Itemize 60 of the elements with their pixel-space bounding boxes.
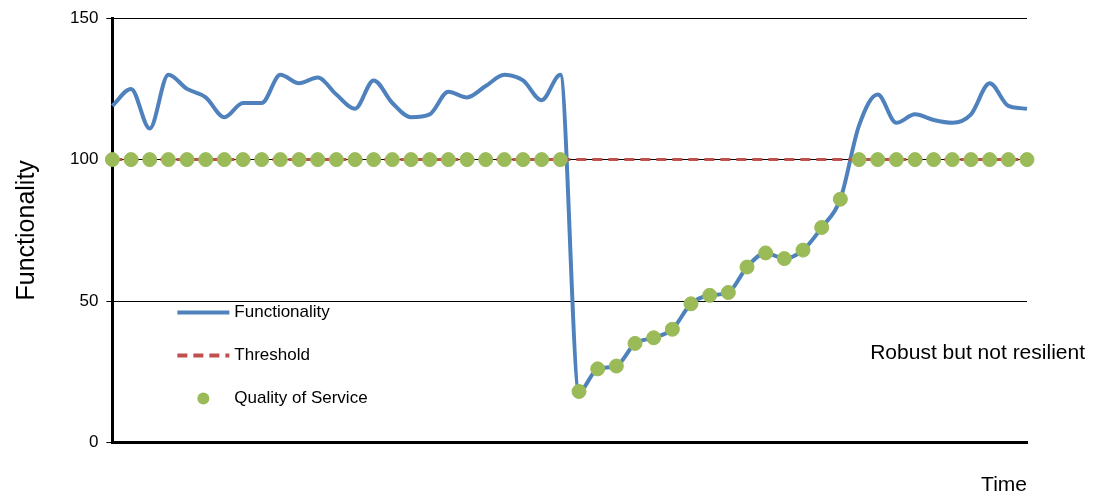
point [646, 330, 662, 346]
point [1000, 152, 1016, 168]
point [347, 152, 363, 168]
point [832, 191, 848, 207]
y-tick-label: 150 [69, 7, 99, 27]
point [795, 242, 811, 258]
point [366, 152, 382, 168]
point [254, 152, 270, 168]
point [123, 152, 139, 168]
y-tick-label: 50 [79, 290, 99, 310]
point [776, 251, 792, 267]
point [907, 152, 923, 168]
point [179, 152, 195, 168]
point [944, 152, 960, 168]
annotation: Robust but not resilient [870, 340, 1086, 364]
point [1019, 152, 1035, 168]
point [310, 152, 326, 168]
point [608, 358, 624, 374]
point [552, 152, 568, 168]
point [496, 152, 512, 168]
point [272, 152, 288, 168]
point [422, 152, 438, 168]
point [459, 152, 475, 168]
point [571, 384, 587, 399]
point [291, 152, 307, 168]
legend-label: Quality of Service [234, 388, 368, 408]
point [758, 245, 774, 261]
point [384, 152, 400, 168]
point [720, 285, 736, 301]
legend-label: Functionality [234, 302, 331, 322]
point [216, 152, 232, 168]
point [515, 152, 531, 168]
point [534, 152, 550, 168]
point [683, 296, 699, 312]
point [870, 152, 886, 168]
point [664, 321, 680, 337]
point [888, 152, 904, 168]
point [926, 152, 942, 168]
point [627, 335, 643, 351]
point [478, 152, 494, 168]
point [982, 152, 998, 168]
point [142, 152, 158, 168]
point [328, 152, 344, 168]
point [198, 152, 214, 168]
point [851, 152, 867, 168]
y-tick-label: 0 [88, 432, 99, 452]
point [814, 219, 830, 235]
point [403, 152, 419, 168]
point [963, 152, 979, 168]
legend-label: Threshold [234, 345, 310, 365]
point [235, 152, 251, 168]
point [440, 152, 456, 168]
point [590, 361, 606, 377]
point [739, 259, 755, 275]
point [702, 287, 718, 303]
point [160, 152, 176, 168]
point [104, 152, 120, 168]
x-axis-title: Time [981, 472, 1027, 496]
y-axis-title: Functionality [10, 159, 39, 301]
y-tick-label: 100 [69, 149, 99, 169]
